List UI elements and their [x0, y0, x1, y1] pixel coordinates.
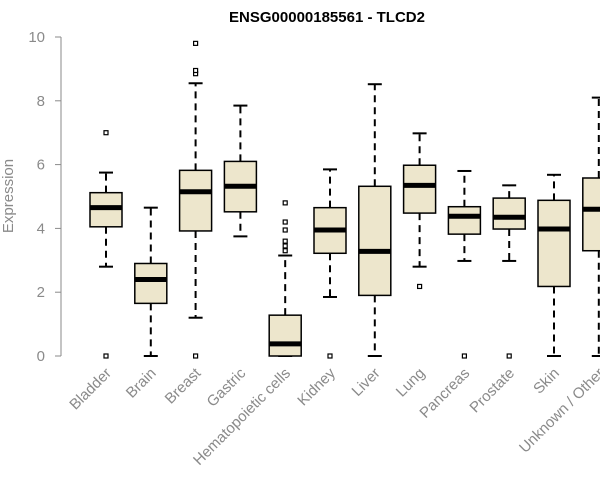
box-brain [134, 206, 168, 357]
y-tick-label: 4 [37, 220, 45, 237]
outlier-point [103, 353, 109, 359]
x-tick-label: Liver [349, 365, 384, 400]
box-pancreas [447, 169, 482, 359]
x-tick-label: Prostate [466, 365, 518, 417]
y-tick-label: 6 [37, 157, 45, 174]
y-tick-label: 8 [37, 93, 45, 110]
y-axis-label: Expression [0, 159, 17, 233]
x-tick-label: Brain [123, 365, 160, 402]
x-tick-label: Kidney [294, 364, 339, 409]
x-tick-label: Lung [393, 365, 429, 401]
box-lung [402, 132, 437, 290]
box-unknown-other [582, 96, 600, 357]
box-breast [178, 40, 213, 359]
outlier-point [282, 200, 288, 206]
chart-title: ENSG00000185561 - TLCD2 [229, 9, 425, 26]
iqr-box [537, 199, 571, 288]
outlier-point [193, 353, 199, 359]
iqr-box [582, 177, 600, 252]
box-liver [358, 83, 392, 357]
outlier-point [103, 130, 109, 136]
x-tick-label: Skin [530, 365, 563, 398]
outlier-point [282, 243, 288, 249]
iqr-box [268, 314, 302, 357]
iqr-box [178, 169, 213, 232]
iqr-box [134, 262, 168, 305]
outlier-point [282, 248, 288, 254]
outlier-point [417, 283, 423, 290]
outlier-point [506, 353, 512, 359]
outlier-point [282, 219, 288, 225]
box-prostate [492, 184, 526, 359]
iqr-box [402, 164, 437, 214]
outlier-point [282, 227, 288, 233]
iqr-box [492, 197, 526, 230]
iqr-box [358, 185, 392, 297]
y-tick-label: 2 [37, 284, 45, 301]
boxes-group [89, 40, 600, 359]
box-bladder [89, 130, 123, 359]
outlier-point [461, 353, 467, 359]
box-kidney [313, 168, 347, 359]
outlier-point [193, 40, 199, 46]
x-tick-label: Breast [162, 364, 205, 407]
outlier-point [193, 67, 199, 74]
x-tick-label: Bladder [66, 365, 115, 414]
y-axis: 0 2 4 6 8 10 [28, 29, 62, 365]
iqr-box [447, 205, 482, 235]
box-gastric [223, 104, 258, 238]
outlier-point [327, 353, 333, 359]
y-tick-label: 10 [28, 29, 45, 46]
box-hematopoietic-cells [268, 200, 302, 357]
outlier-point [282, 238, 288, 244]
y-tick-label: 0 [37, 348, 45, 365]
box-skin [537, 173, 571, 357]
